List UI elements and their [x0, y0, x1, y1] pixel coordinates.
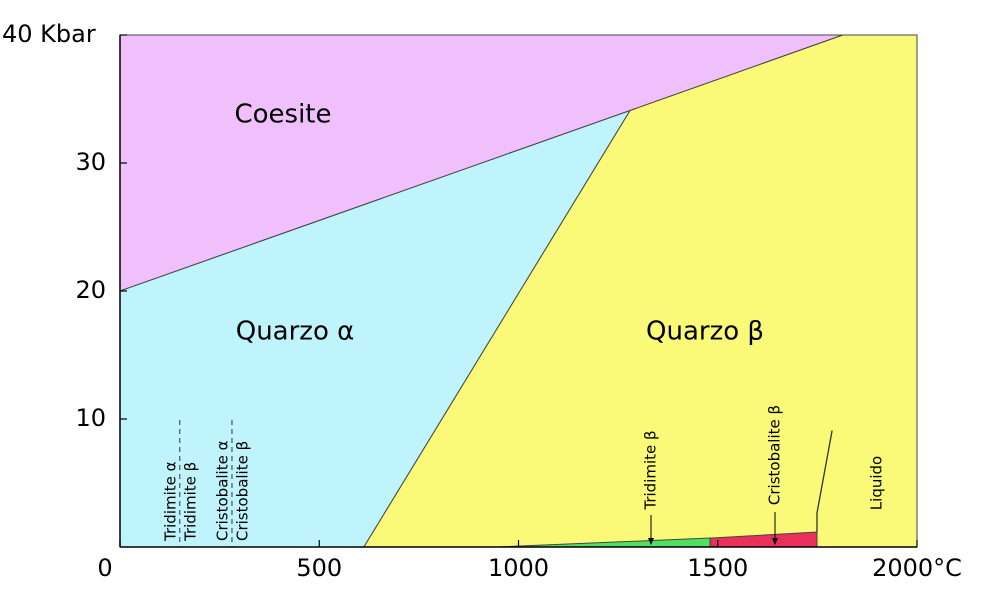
- transition-label: Cristobalite α: [213, 440, 231, 541]
- arrow-head: [772, 538, 778, 545]
- arrow-head: [648, 538, 654, 545]
- region-label: Tridimite β: [642, 430, 660, 510]
- region-label: Quarzo β: [646, 317, 764, 347]
- transition-label: Tridimite α: [161, 461, 179, 542]
- region-label: Quarzo α: [236, 317, 355, 347]
- y-tick-label: 10: [75, 404, 106, 432]
- transition-label: Tridimite β: [181, 462, 199, 542]
- region-label: Cristobalite β: [766, 405, 784, 505]
- region-label: Coesite: [234, 100, 331, 130]
- transition-label: Cristobalite β: [233, 441, 251, 541]
- liquid-boundary: [816, 430, 833, 533]
- x-tick-label: 2000°C: [872, 554, 962, 582]
- x-tick-label: 1000: [488, 554, 549, 582]
- y-tick-label: 40 Kbar: [2, 20, 96, 48]
- region-label: Liquido: [868, 456, 886, 510]
- y-tick-label: 20: [75, 276, 106, 304]
- x-tick-label: 1500: [687, 554, 748, 582]
- y-tick-label: 30: [75, 148, 106, 176]
- x-tick-label: 0: [97, 554, 112, 582]
- x-tick-label: 500: [296, 554, 342, 582]
